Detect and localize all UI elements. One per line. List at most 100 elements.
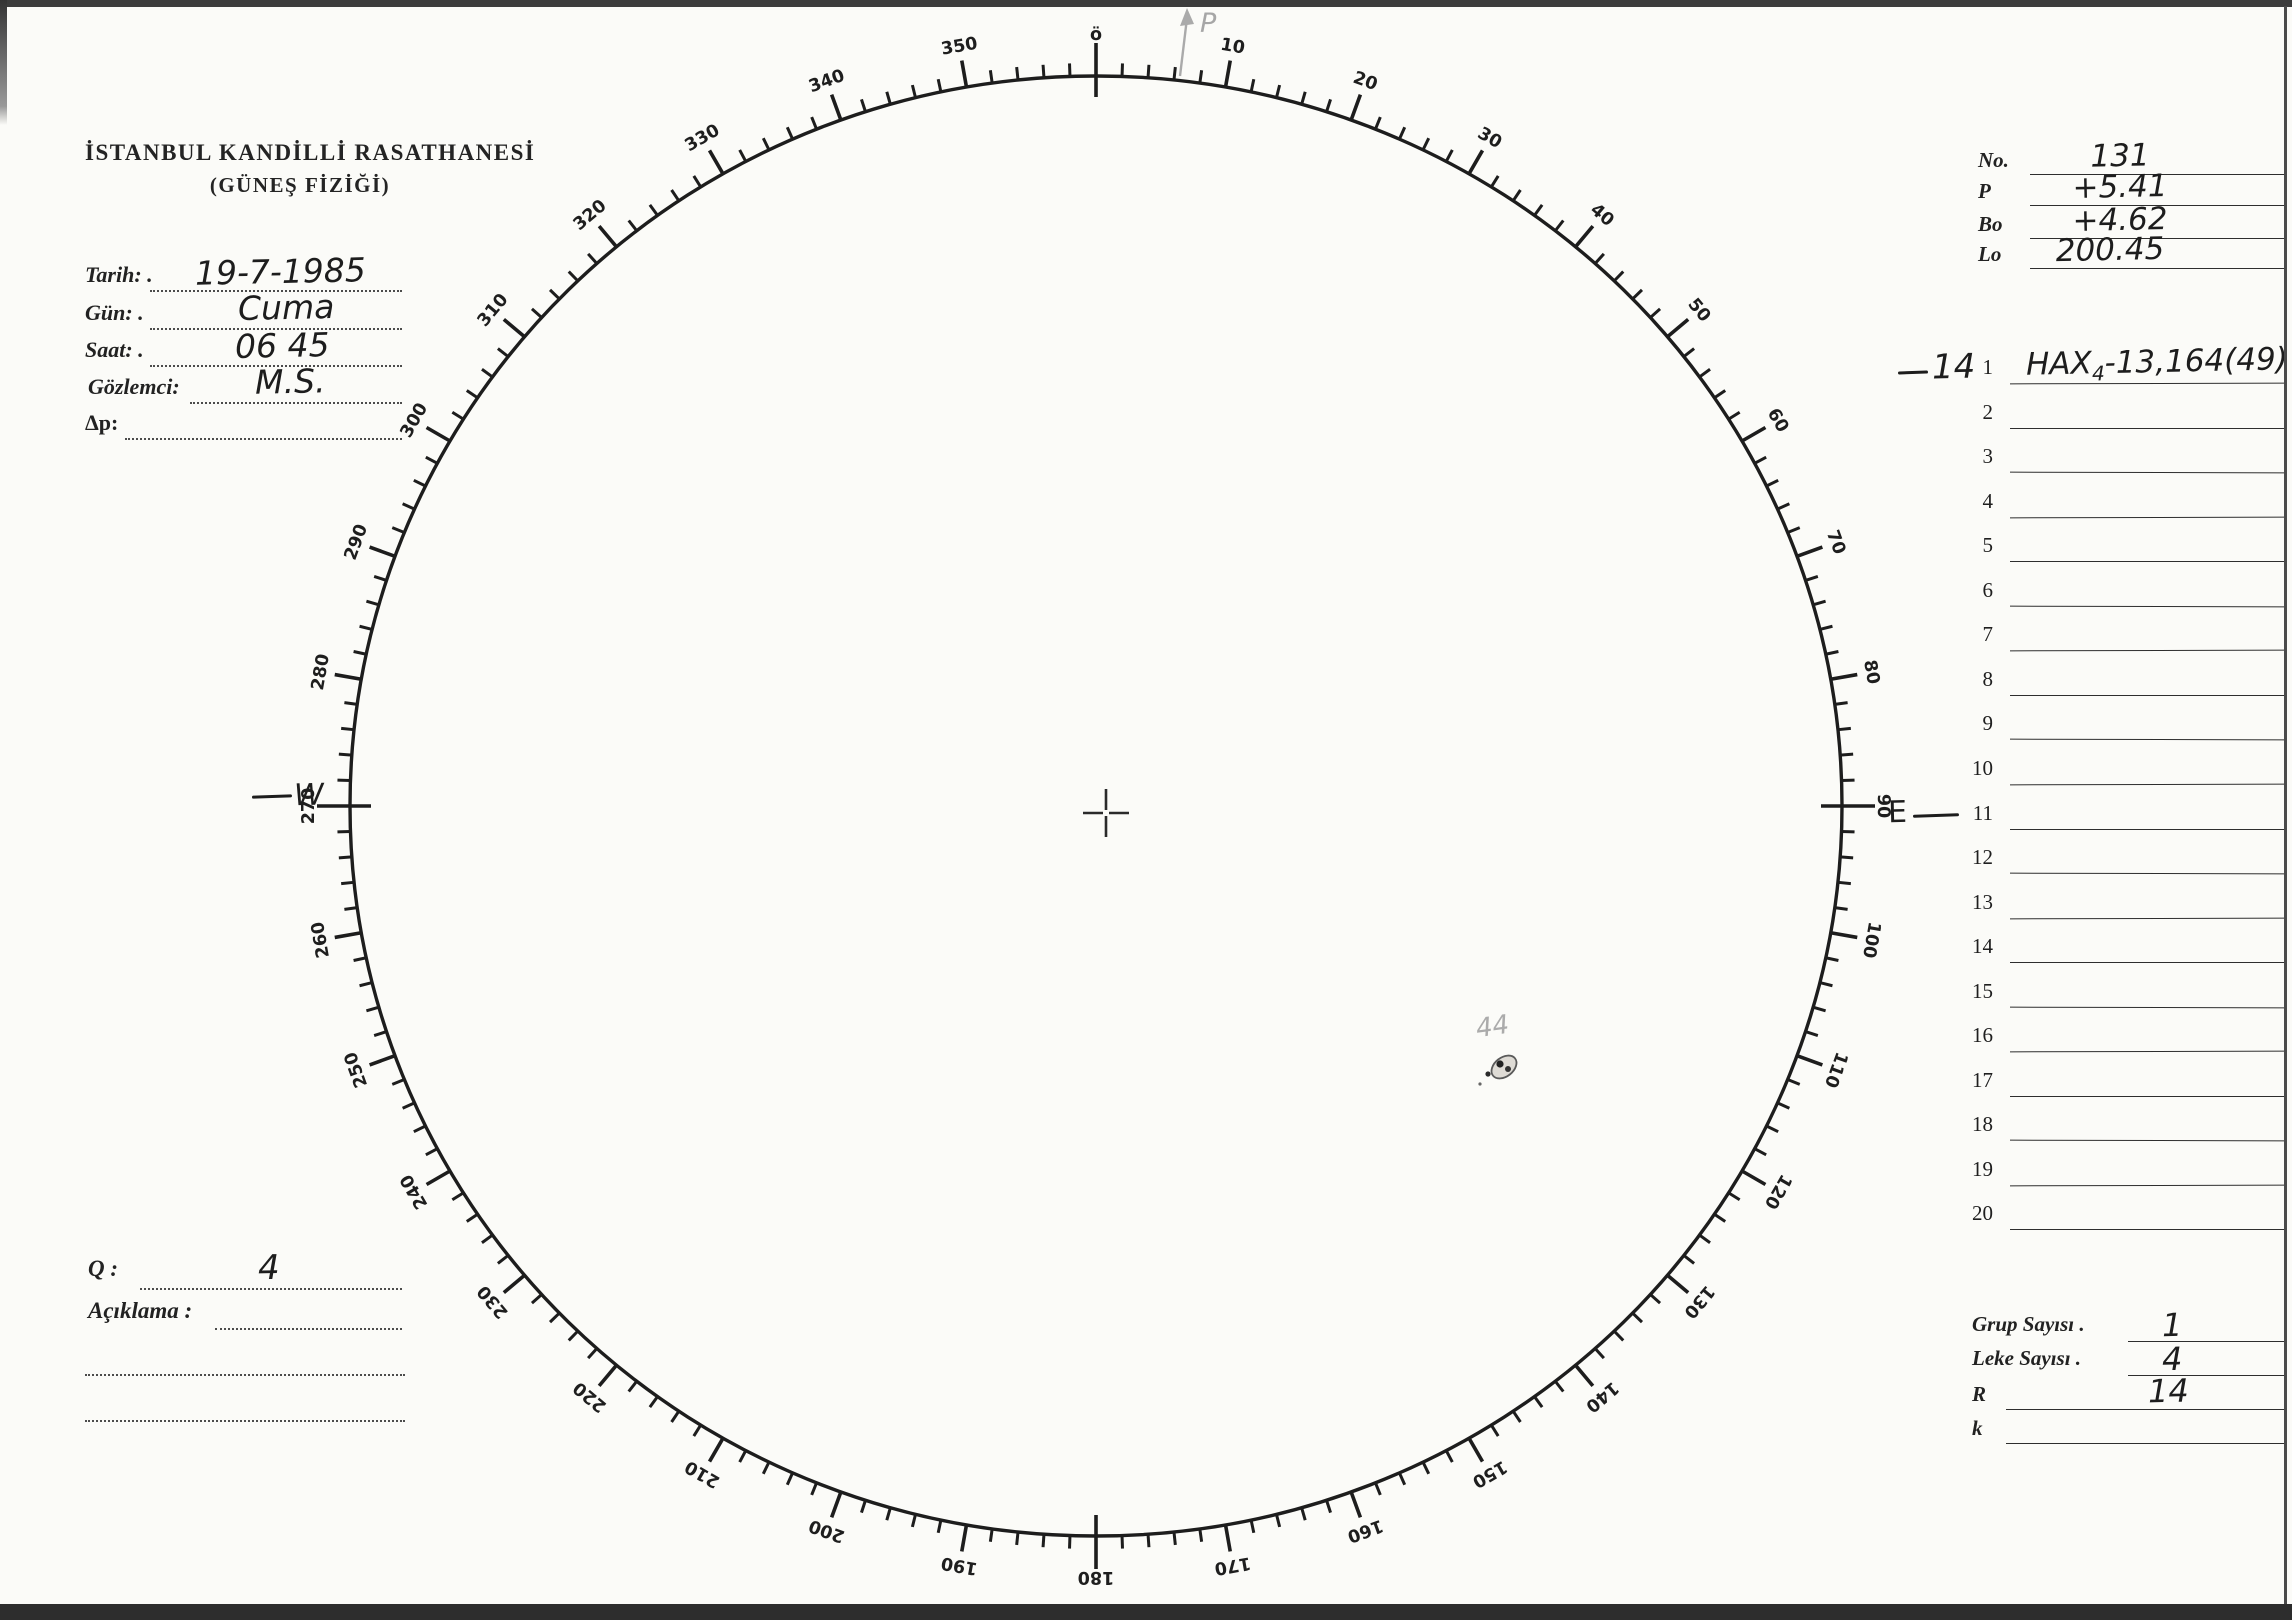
- degree-tick: [425, 455, 439, 465]
- degree-label: 120: [1760, 1171, 1796, 1213]
- degree-tick: [1830, 672, 1858, 682]
- degree-tick: [344, 701, 358, 706]
- degree-tick: [451, 1191, 465, 1202]
- degree-tick: [1805, 574, 1819, 582]
- degree-label: 260: [308, 920, 334, 959]
- degree-tick: [365, 1005, 380, 1013]
- degree-tick: [597, 224, 618, 248]
- field-line-saat: [150, 365, 402, 367]
- degree-tick: [860, 98, 867, 113]
- degree-tick: [959, 1524, 969, 1552]
- field-value-gozlemci: M.S.: [254, 361, 326, 402]
- degree-tick-ring: [317, 43, 1875, 1569]
- degree-label: 130: [1679, 1281, 1718, 1322]
- degree-tick: [1467, 1437, 1485, 1463]
- degree-tick: [1805, 1030, 1819, 1038]
- remarks-line: [215, 1328, 402, 1330]
- degree-tick: [1444, 1449, 1454, 1463]
- degree-label: 210: [682, 1456, 724, 1492]
- degree-tick: [373, 574, 387, 582]
- sunspot-group: [1478, 1054, 1518, 1086]
- degree-tick: [344, 906, 358, 911]
- degree-tick: [1631, 1312, 1644, 1324]
- degree-tick: [648, 204, 659, 217]
- degree-label: 180: [1078, 1567, 1115, 1587]
- degree-tick: [369, 545, 396, 559]
- degree-tick: [1594, 252, 1605, 265]
- degree-tick: [1398, 1472, 1407, 1486]
- ephemeris-value-lo: 200.45: [2055, 230, 2165, 270]
- degree-tick: [1649, 1293, 1662, 1305]
- degree-tick: [829, 94, 843, 121]
- degree-tick: [413, 478, 427, 488]
- degree-tick: [353, 956, 367, 962]
- degree-tick: [1787, 1078, 1801, 1086]
- degree-tick: [496, 1254, 510, 1265]
- degree-tick: [1825, 650, 1839, 656]
- degree-tick: [1753, 455, 1767, 465]
- degree-tick: [1172, 1531, 1177, 1546]
- degree-label: 230: [474, 1281, 513, 1322]
- degree-tick: [341, 726, 355, 732]
- degree-tick: [496, 347, 510, 358]
- degree-tick: [936, 1519, 943, 1534]
- field-label-saat: Saat: .: [85, 337, 144, 362]
- degree-tick: [860, 1499, 867, 1514]
- degree-label: 280: [308, 652, 334, 691]
- ephemeris-label-lo: Lo: [1978, 242, 2002, 266]
- degree-tick: [1787, 526, 1801, 534]
- degree-tick: [1554, 1380, 1565, 1393]
- degree-tick: [1649, 307, 1662, 319]
- degree-tick: [451, 410, 465, 421]
- degree-tick: [567, 270, 579, 282]
- degree-tick: [338, 752, 352, 757]
- ephemeris-line-no: [2030, 174, 2286, 175]
- degree-tick: [1713, 389, 1727, 400]
- sunspot-penumbra: [1490, 1054, 1518, 1080]
- degree-tick: [1819, 624, 1833, 631]
- degree-label: 60: [1763, 405, 1793, 436]
- ephemeris-label-p: P: [1978, 179, 1991, 203]
- degree-tick: [1300, 91, 1307, 105]
- degree-tick: [1796, 1053, 1823, 1067]
- degree-tick: [567, 1330, 579, 1342]
- row1-annotation: 14: [1931, 346, 1976, 388]
- degree-tick: [1511, 1410, 1522, 1423]
- degree-tick: [391, 526, 405, 534]
- degree-tick: [1533, 1395, 1544, 1408]
- degree-tick: [338, 855, 352, 860]
- degree-tick: [359, 981, 373, 988]
- degree-tick: [334, 672, 362, 682]
- degree-tick: [1172, 66, 1177, 81]
- degree-tick: [1840, 752, 1854, 757]
- sunspot-umbra: [1505, 1066, 1511, 1072]
- field-label-tarih: Tarih: .: [85, 262, 153, 287]
- degree-tick: [502, 1273, 526, 1294]
- degree-label: 350: [940, 34, 979, 60]
- degree-tick: [1825, 956, 1839, 962]
- field-label-deltap: Δp:: [85, 410, 119, 435]
- degree-tick: [1146, 64, 1151, 78]
- degree-tick: [425, 425, 451, 443]
- degree-tick: [1796, 545, 1823, 559]
- summary-line-leke: [2128, 1375, 2286, 1376]
- degree-tick: [1765, 478, 1779, 488]
- degree-tick: [1374, 116, 1382, 130]
- ephemeris-line-lo: [2030, 268, 2286, 269]
- degree-tick: [1753, 1147, 1767, 1157]
- degree-label: 320: [570, 196, 611, 235]
- degree-tick: [1146, 1534, 1151, 1548]
- degree-tick: [1015, 1531, 1020, 1546]
- scan-edge-top: [0, 0, 2292, 7]
- degree-tick: [597, 1364, 618, 1388]
- degree-label: 110: [1820, 1049, 1851, 1090]
- pencil-note: 44: [1474, 1009, 1512, 1045]
- degree-tick: [1698, 368, 1711, 379]
- degree-tick: [359, 624, 373, 631]
- field-value-gun: Cuma: [237, 286, 335, 329]
- degree-label: 30: [1474, 124, 1505, 154]
- summary-label-leke: Leke Sayısı .: [1972, 1346, 2082, 1370]
- degree-tick: [402, 1101, 416, 1110]
- page-border-right: [2284, 6, 2287, 1604]
- degree-tick: [1682, 347, 1696, 358]
